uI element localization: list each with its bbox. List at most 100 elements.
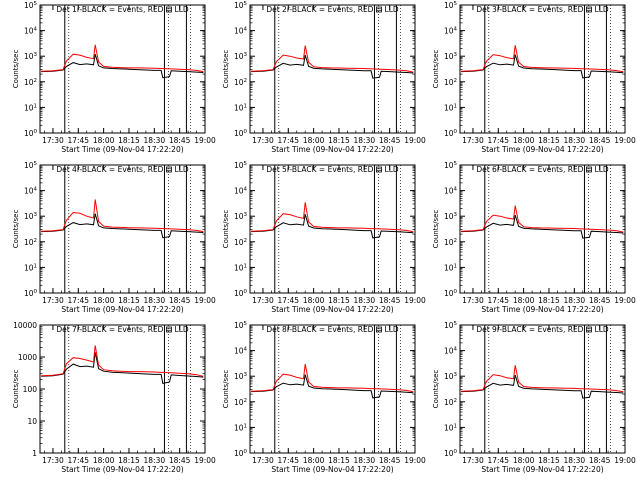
x-tick-label: 19:00 [194, 296, 216, 305]
y-tick-label: 105 [234, 161, 248, 170]
x-tick-label: 17:30 [252, 456, 274, 465]
y-tick-label: 102 [234, 238, 247, 247]
y-tick-label: 102 [24, 238, 37, 247]
plot-frame [459, 4, 626, 134]
x-tick-label: 17:30 [252, 136, 274, 145]
lld-series-line [461, 365, 624, 393]
y-tick-label: 103 [444, 372, 458, 381]
y-tick-label: 105 [24, 1, 38, 10]
x-axis-label: Start Time (09-Nov-04 17:22:20) [271, 145, 393, 154]
x-tick-label: 19:00 [194, 456, 216, 465]
y-tick-label: 102 [24, 78, 37, 87]
y-tick-label: 104 [24, 27, 38, 36]
chart-panel-7: 1 10 100 1000 10000 17:30 17:45 18:00 18:15 18:30… [12, 321, 216, 474]
y-tick-label: 104 [444, 27, 458, 36]
events-series-line [461, 54, 624, 79]
x-tick-label: 19:00 [404, 456, 426, 465]
lld-series-line [41, 345, 204, 377]
plot-frame [249, 4, 416, 134]
x-tick-label: 17:30 [42, 456, 64, 465]
x-axis-label: Start Time (09-Nov-04 17:22:20) [61, 465, 183, 474]
x-tick-label: 19:00 [614, 136, 636, 145]
x-tick-label: 17:45 [487, 296, 509, 305]
x-tick-label: 17:45 [67, 296, 89, 305]
y-tick-label: 104 [24, 187, 38, 196]
x-tick-label: 18:00 [93, 456, 115, 465]
y-tick-label: 103 [234, 52, 248, 61]
y-tick-label: 102 [444, 238, 457, 247]
panel-title: Det 3r-BLACK = Events, RED = LLD [476, 5, 609, 14]
y-tick-label: 102 [444, 78, 457, 87]
x-tick-label: 18:45 [379, 296, 401, 305]
x-axis-label: Start Time (09-Nov-04 17:22:20) [61, 145, 183, 154]
events-series-line [251, 214, 414, 239]
x-tick-label: 17:30 [462, 296, 484, 305]
plot-frame [459, 164, 626, 294]
x-tick-label: 18:45 [169, 456, 191, 465]
y-tick-label: 101 [444, 263, 457, 272]
y-tick-label: 1000 [18, 353, 37, 362]
chart-panel-8: 100 101 102 103 104 105 17:30 17:45 18:00 18:15 18… [222, 321, 426, 474]
x-tick-label: 19:00 [614, 296, 636, 305]
y-tick-label: 100 [234, 449, 248, 458]
marker-box-icon [586, 6, 592, 13]
y-tick-label: 104 [444, 187, 458, 196]
events-series-line [251, 54, 414, 79]
x-tick-label: 18:00 [93, 296, 115, 305]
y-axis-label: Counts/sec [12, 50, 20, 89]
y-axis-label: Counts/sec [432, 50, 440, 89]
x-tick-label: 18:30 [354, 296, 376, 305]
y-tick-label: 104 [234, 27, 248, 36]
x-tick-label: 18:15 [118, 456, 140, 465]
x-tick-label: 18:00 [303, 136, 325, 145]
x-tick-label: 18:30 [144, 296, 166, 305]
x-tick-label: 18:30 [564, 136, 586, 145]
x-tick-label: 17:45 [277, 136, 299, 145]
marker-box-icon [376, 166, 382, 173]
x-tick-label: 18:45 [169, 136, 191, 145]
panel-title: Det 9r-BLACK = Events, RED = LLD [476, 325, 609, 334]
x-tick-label: 18:15 [538, 296, 560, 305]
events-series-line [41, 213, 204, 239]
y-tick-label: 101 [444, 103, 457, 112]
y-tick-label: 101 [24, 103, 37, 112]
panel-title: Det 7r-BLACK = Events, RED = LLD [56, 325, 189, 334]
x-tick-label: 18:15 [118, 136, 140, 145]
y-axis-label: Counts/sec [222, 210, 230, 249]
x-tick-label: 18:15 [118, 296, 140, 305]
y-axis-label: Counts/sec [12, 370, 20, 409]
y-tick-label: 100 [23, 385, 38, 394]
x-tick-label: 18:00 [513, 136, 535, 145]
plot-frame [39, 4, 206, 134]
marker-box-icon [376, 6, 382, 13]
y-tick-label: 100 [234, 129, 248, 138]
events-series-line [461, 214, 624, 239]
x-axis-label: Start Time (09-Nov-04 17:22:20) [481, 465, 603, 474]
x-tick-label: 18:45 [589, 136, 611, 145]
y-tick-label: 103 [24, 52, 38, 61]
x-tick-label: 18:30 [144, 456, 166, 465]
y-tick-label: 100 [24, 129, 38, 138]
x-tick-label: 19:00 [404, 136, 426, 145]
x-tick-label: 18:30 [564, 456, 586, 465]
y-tick-label: 104 [444, 347, 458, 356]
x-tick-label: 18:15 [328, 296, 350, 305]
y-tick-label: 104 [234, 347, 248, 356]
x-tick-label: 18:15 [538, 456, 560, 465]
x-tick-label: 18:45 [589, 456, 611, 465]
x-tick-label: 19:00 [614, 456, 636, 465]
x-tick-label: 18:45 [379, 456, 401, 465]
events-series-line [461, 374, 624, 399]
x-axis-label: Start Time (09-Nov-04 17:22:20) [481, 305, 603, 314]
x-tick-label: 17:45 [277, 456, 299, 465]
y-axis-label: Counts/sec [222, 50, 230, 89]
x-tick-label: 18:30 [354, 136, 376, 145]
panel-title: Det 2r-BLACK = Events, RED = LLD [266, 5, 399, 14]
y-tick-label: 105 [24, 161, 38, 170]
lld-series-line [251, 202, 414, 233]
x-axis-label: Start Time (09-Nov-04 17:22:20) [481, 145, 603, 154]
chart-panel-2: 100 101 102 103 104 105 17:30 17:45 18:00 18:15 18… [222, 1, 426, 154]
y-axis-label: Counts/sec [432, 370, 440, 409]
y-tick-label: 103 [24, 212, 38, 221]
